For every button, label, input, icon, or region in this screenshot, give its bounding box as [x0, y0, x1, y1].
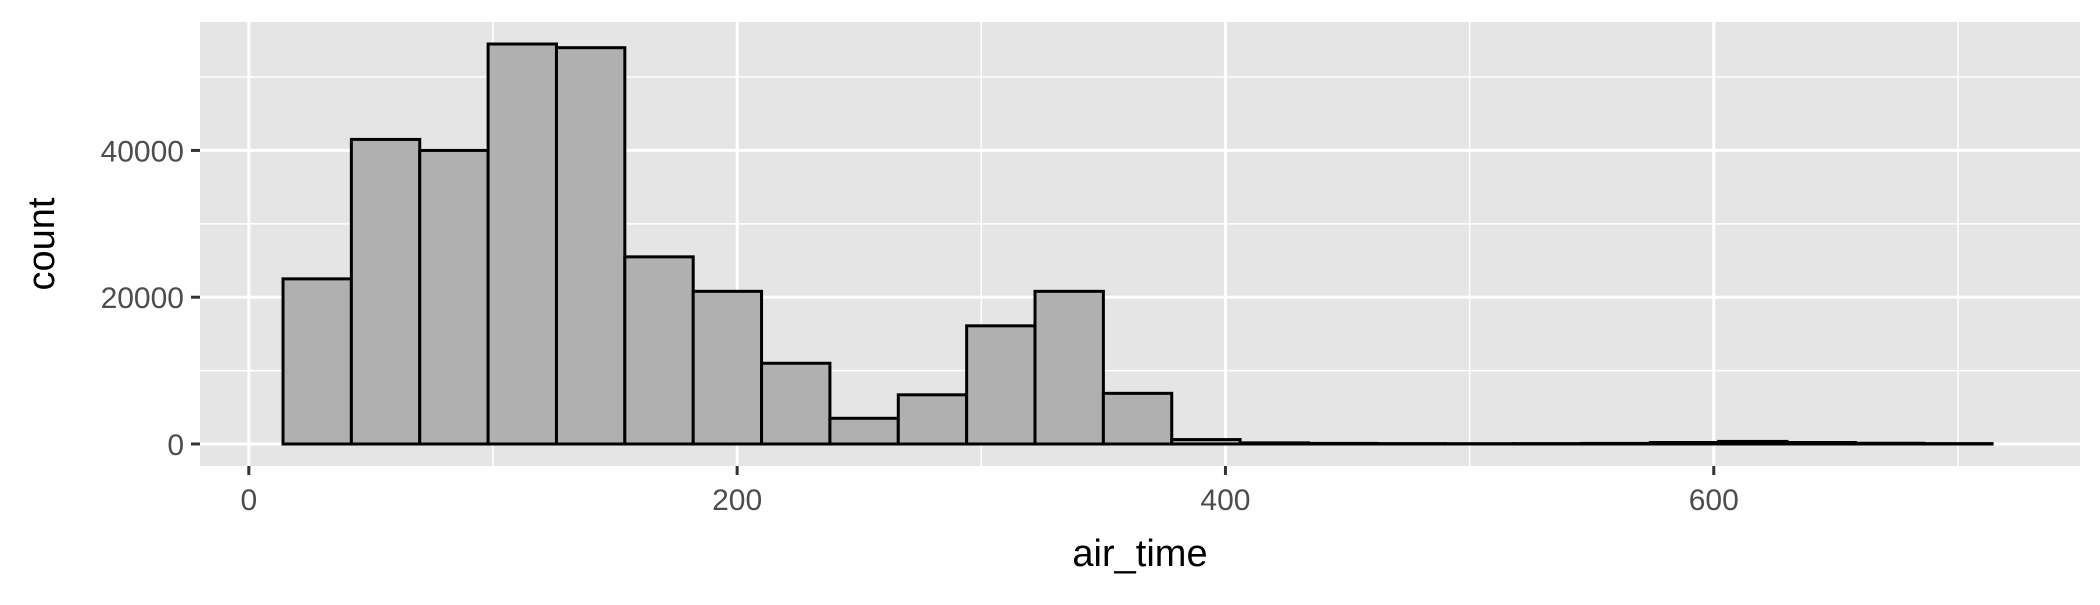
histogram-bar: [1172, 440, 1240, 444]
histogram-bar: [898, 395, 966, 444]
histogram-bar: [351, 139, 419, 444]
histogram-bar: [1103, 393, 1171, 444]
histogram-bar: [1582, 443, 1650, 444]
histogram-bar: [1240, 443, 1308, 444]
x-tick-label: 600: [1689, 484, 1739, 517]
histogram-bar: [762, 363, 830, 444]
histogram-bar: [967, 326, 1035, 444]
y-axis-ticks: 0 20000 40000: [101, 135, 200, 462]
x-tick-label: 0: [240, 484, 257, 517]
x-tick-label: 200: [712, 484, 762, 517]
histogram-bar: [1035, 291, 1103, 444]
histogram-bar: [420, 150, 488, 444]
histogram-bar: [488, 44, 556, 444]
x-axis-title: air_time: [1072, 533, 1207, 575]
histogram-bar: [1308, 443, 1376, 444]
histogram-bar: [556, 48, 624, 444]
histogram-bar: [1719, 441, 1787, 444]
histogram-bar: [1650, 443, 1718, 444]
histogram-bar: [625, 257, 693, 444]
y-tick-label: 0: [167, 429, 184, 462]
y-tick-label: 40000: [101, 135, 184, 168]
histogram-bar: [283, 279, 351, 444]
histogram-bar: [693, 291, 761, 444]
histogram-bar: [1787, 443, 1855, 444]
y-axis-title: count: [21, 197, 63, 290]
x-tick-label: 400: [1200, 484, 1250, 517]
histogram-bar: [1855, 443, 1923, 444]
x-axis-ticks: 0 200 400 600: [240, 466, 1738, 517]
histogram-bar: [830, 418, 898, 444]
y-tick-label: 20000: [101, 282, 184, 315]
